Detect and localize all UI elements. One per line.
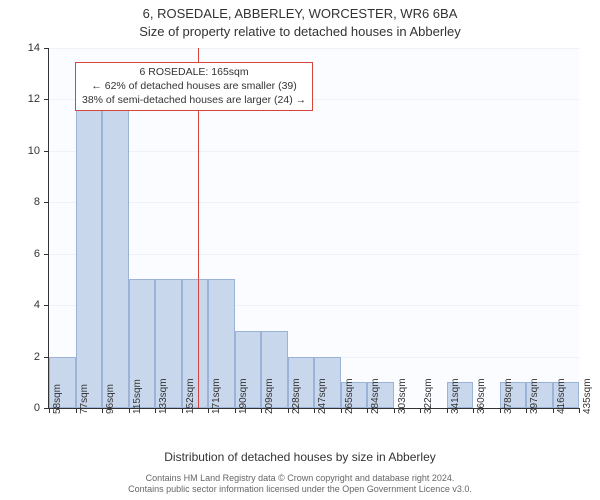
y-tick-mark — [44, 151, 49, 152]
title-line1: 6, ROSEDALE, ABBERLEY, WORCESTER, WR6 6B… — [0, 6, 600, 21]
x-tick-mark — [314, 408, 315, 413]
title-line2: Size of property relative to detached ho… — [0, 24, 600, 39]
y-tick-mark — [44, 48, 49, 49]
y-tick-label: 4 — [16, 299, 40, 311]
x-tick-label: 378sqm — [503, 378, 514, 414]
x-tick-mark — [579, 408, 580, 413]
x-tick-mark — [129, 408, 130, 413]
x-tick-label: 190sqm — [238, 378, 249, 414]
annotation-line1: 6 ROSEDALE: 165sqm — [82, 65, 306, 79]
footer-line2: Contains public sector information licen… — [0, 484, 600, 496]
x-tick-label: 228sqm — [291, 378, 302, 414]
x-tick-label: 284sqm — [370, 378, 381, 414]
x-tick-mark — [500, 408, 501, 413]
y-tick-mark — [44, 99, 49, 100]
plot-area: 6 ROSEDALE: 165sqm← 62% of detached hous… — [48, 48, 579, 409]
x-tick-mark — [526, 408, 527, 413]
x-tick-mark — [473, 408, 474, 413]
y-tick-label: 8 — [16, 196, 40, 208]
x-tick-mark — [208, 408, 209, 413]
y-tick-label: 14 — [16, 42, 40, 54]
x-tick-label: 58sqm — [52, 384, 63, 414]
gridline — [49, 202, 579, 203]
x-tick-mark — [76, 408, 77, 413]
x-tick-label: 397sqm — [529, 378, 540, 414]
x-tick-label: 341sqm — [450, 378, 461, 414]
chart-container: 6, ROSEDALE, ABBERLEY, WORCESTER, WR6 6B… — [0, 0, 600, 500]
x-tick-label: 96sqm — [105, 384, 116, 414]
y-tick-label: 12 — [16, 93, 40, 105]
x-tick-mark — [394, 408, 395, 413]
footer-line1: Contains HM Land Registry data © Crown c… — [0, 473, 600, 485]
annotation-line3: 38% of semi-detached houses are larger (… — [82, 93, 306, 107]
x-tick-label: 209sqm — [264, 378, 275, 414]
y-tick-label: 2 — [16, 351, 40, 363]
annotation-box: 6 ROSEDALE: 165sqm← 62% of detached hous… — [75, 62, 313, 111]
gridline — [49, 151, 579, 152]
x-tick-label: 152sqm — [185, 378, 196, 414]
x-tick-label: 115sqm — [132, 379, 143, 414]
gridline — [49, 48, 579, 49]
attribution-footer: Contains HM Land Registry data © Crown c… — [0, 473, 600, 496]
x-tick-mark — [367, 408, 368, 413]
x-tick-label: 247sqm — [317, 378, 328, 414]
x-tick-mark — [155, 408, 156, 413]
x-tick-label: 265sqm — [344, 378, 355, 414]
y-tick-mark — [44, 305, 49, 306]
x-tick-label: 77sqm — [79, 384, 90, 414]
x-tick-label: 133sqm — [158, 378, 169, 414]
x-tick-mark — [288, 408, 289, 413]
x-tick-mark — [261, 408, 262, 413]
x-tick-label: 322sqm — [423, 378, 434, 414]
x-tick-label: 435sqm — [582, 378, 593, 414]
gridline — [49, 254, 579, 255]
histogram-bar — [102, 99, 129, 408]
y-tick-mark — [44, 254, 49, 255]
y-tick-label: 0 — [16, 402, 40, 414]
x-tick-mark — [447, 408, 448, 413]
x-tick-mark — [341, 408, 342, 413]
histogram-bar — [76, 99, 103, 408]
x-tick-label: 171sqm — [211, 378, 222, 414]
x-axis-label: Distribution of detached houses by size … — [0, 450, 600, 464]
x-tick-mark — [102, 408, 103, 413]
y-tick-label: 6 — [16, 248, 40, 260]
x-tick-label: 360sqm — [476, 378, 487, 414]
y-tick-label: 10 — [16, 145, 40, 157]
x-tick-mark — [235, 408, 236, 413]
x-tick-mark — [553, 408, 554, 413]
y-tick-mark — [44, 202, 49, 203]
x-tick-mark — [49, 408, 50, 413]
x-tick-mark — [182, 408, 183, 413]
x-tick-label: 303sqm — [397, 378, 408, 414]
annotation-line2: ← 62% of detached houses are smaller (39… — [82, 79, 306, 93]
x-tick-label: 416sqm — [556, 378, 567, 414]
x-tick-mark — [420, 408, 421, 413]
